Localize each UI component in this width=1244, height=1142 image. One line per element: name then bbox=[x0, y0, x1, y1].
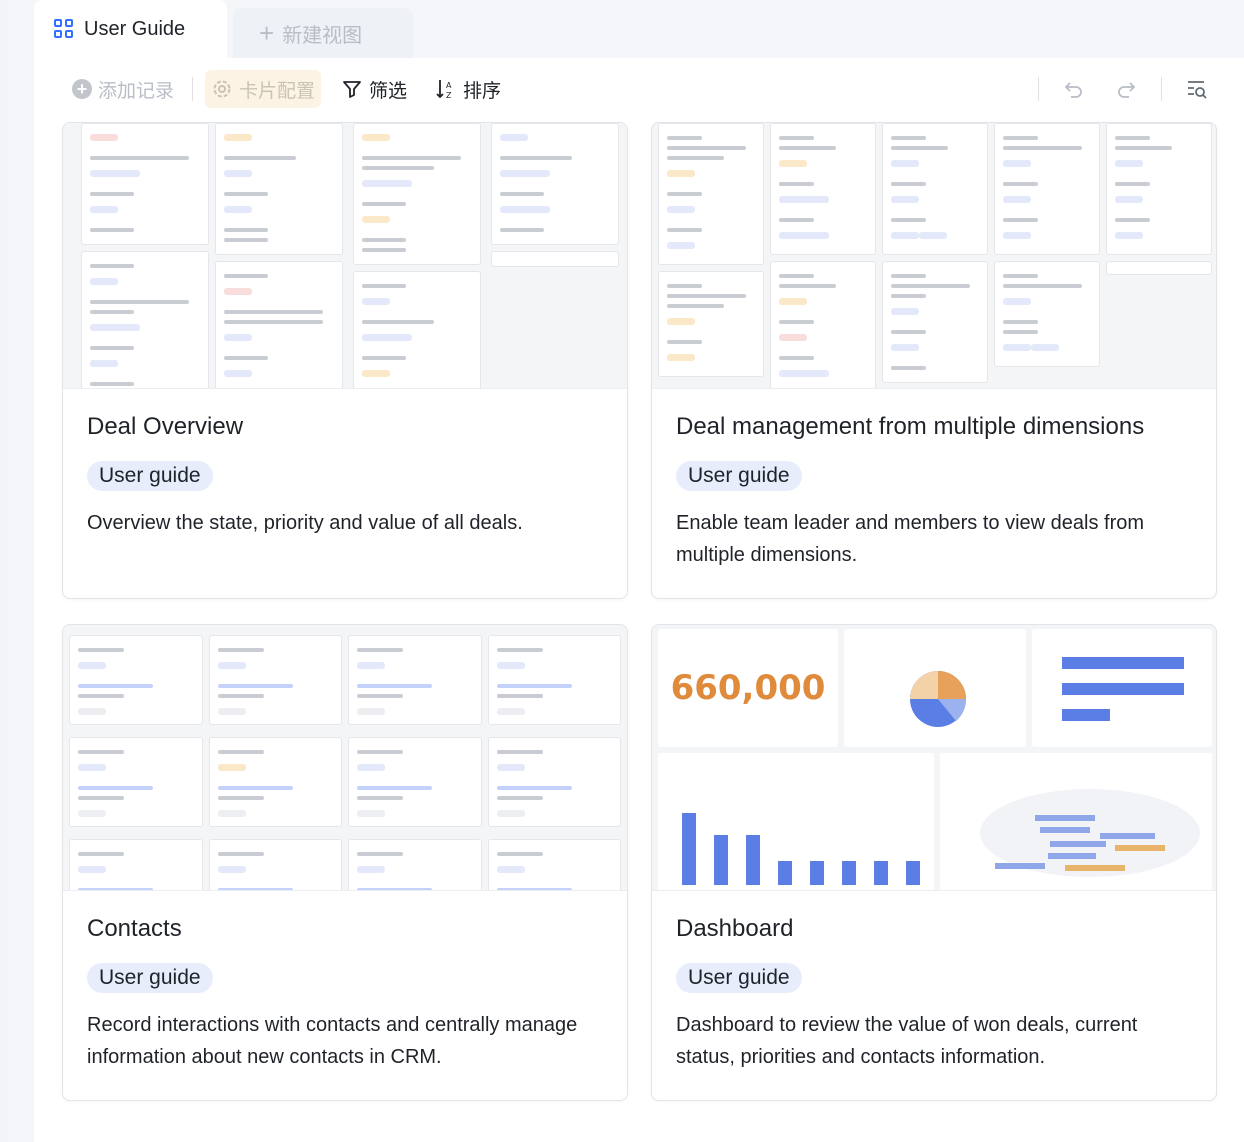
card-title: Contacts bbox=[87, 915, 182, 942]
card-preview-dashboard: 660,000 bbox=[652, 625, 1216, 891]
toolbar-divider bbox=[192, 77, 194, 101]
redo-button[interactable] bbox=[1109, 72, 1143, 106]
add-record-button[interactable]: + 添加记录 bbox=[66, 70, 180, 108]
card-title: Dashboard bbox=[676, 915, 794, 942]
card-deal-management[interactable]: Deal management from multiple dimensions… bbox=[651, 122, 1217, 599]
tab-user-guide[interactable]: User Guide bbox=[34, 0, 227, 58]
card-config-button[interactable]: 卡片配置 bbox=[205, 70, 322, 108]
card-description: Record interactions with contacts and ce… bbox=[87, 1014, 578, 1068]
search-records-button[interactable] bbox=[1180, 72, 1214, 106]
sort-label: 排序 bbox=[463, 80, 502, 102]
new-view-label: 新建视图 bbox=[282, 24, 363, 47]
card-tag: User guide bbox=[676, 963, 802, 993]
metric-value: 660,000 bbox=[670, 668, 826, 708]
card-deal-overview[interactable]: Deal Overview User guide Overview the st… bbox=[62, 122, 628, 599]
metric-widget: 660,000 bbox=[658, 629, 838, 747]
svg-text:Z: Z bbox=[446, 91, 452, 100]
gallery-view-icon bbox=[54, 19, 74, 39]
search-list-icon bbox=[1188, 81, 1207, 99]
toolbar-divider bbox=[1161, 77, 1162, 101]
toolbar-right bbox=[1038, 58, 1244, 120]
card-config-label: 卡片配置 bbox=[239, 80, 316, 102]
undo-icon bbox=[1064, 82, 1082, 98]
filter-icon bbox=[341, 78, 363, 100]
pie-widget bbox=[844, 629, 1026, 747]
toolbar-divider bbox=[1038, 77, 1039, 101]
svg-text:A: A bbox=[446, 81, 452, 90]
filter-button[interactable]: 筛选 bbox=[335, 70, 413, 108]
card-preview-kanban bbox=[652, 123, 1216, 389]
card-contacts[interactable]: Contacts User guide Record interactions … bbox=[62, 624, 628, 1101]
card-description: Dashboard to review the value of won dea… bbox=[676, 1014, 1138, 1068]
card-title: Deal Overview bbox=[87, 413, 244, 440]
app-frame: User Guide + 新建视图 + 添加记录 卡片配置 bbox=[8, 0, 1244, 1142]
card-description: Enable team leader and members to view d… bbox=[676, 512, 1145, 566]
add-circle-icon: + bbox=[72, 79, 92, 99]
undo-button[interactable] bbox=[1057, 72, 1091, 106]
card-tag: User guide bbox=[676, 461, 802, 491]
hbar-widget bbox=[1032, 629, 1212, 747]
redo-icon bbox=[1118, 82, 1136, 98]
card-tag: User guide bbox=[87, 461, 213, 491]
bar-widget bbox=[658, 753, 934, 890]
new-view-tab[interactable]: + 新建视图 bbox=[233, 8, 413, 58]
card-tag: User guide bbox=[87, 963, 213, 993]
filter-label: 筛选 bbox=[369, 80, 408, 102]
card-preview-kanban bbox=[63, 123, 627, 389]
gear-icon bbox=[211, 78, 233, 100]
view-tab-bar: User Guide + 新建视图 bbox=[34, 0, 413, 58]
card-dashboard[interactable]: 660,000 bbox=[651, 624, 1217, 1101]
card-description: Overview the state, priority and value o… bbox=[87, 512, 523, 534]
word-cloud-widget bbox=[940, 753, 1212, 890]
card-preview-contacts-grid bbox=[63, 625, 627, 891]
add-record-label: 添加记录 bbox=[98, 80, 175, 102]
plus-icon: + bbox=[259, 18, 275, 48]
tab-user-guide-label: User Guide bbox=[84, 17, 186, 40]
card-title: Deal management from multiple dimensions bbox=[676, 413, 1145, 440]
